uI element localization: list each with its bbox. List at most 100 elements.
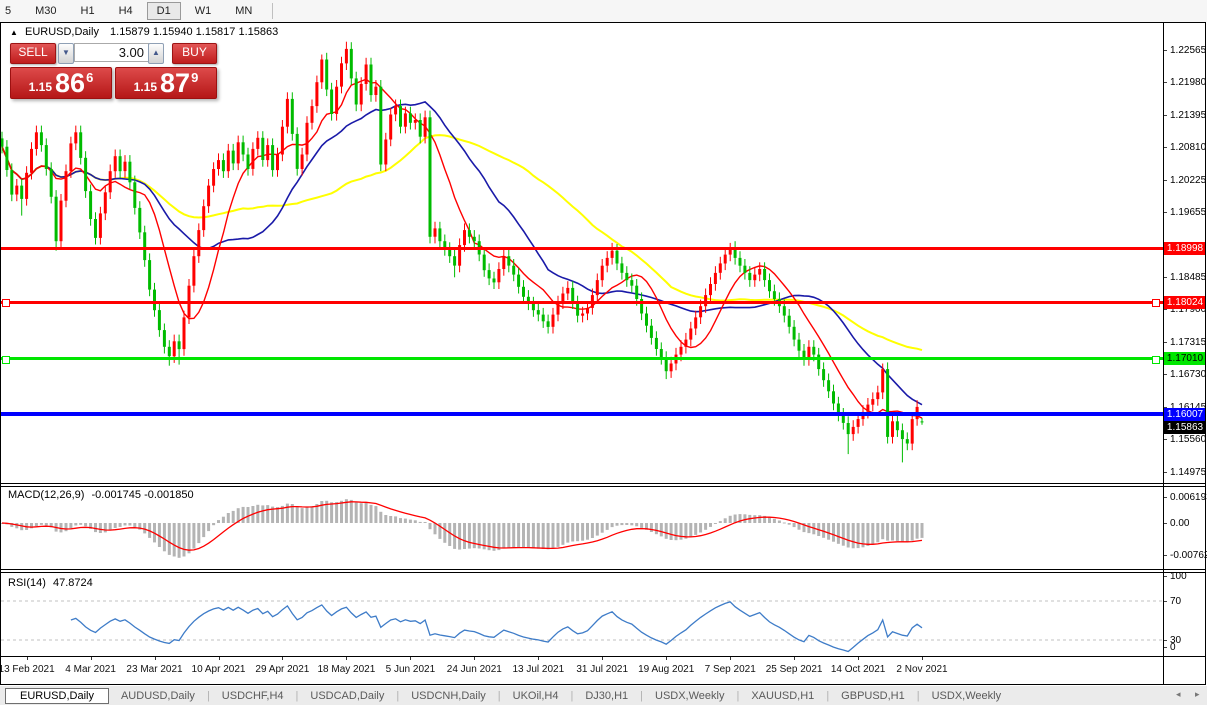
axis-tick-mark [1163,147,1167,149]
tab-separator: | [295,689,299,702]
tab-ukoil-h4[interactable]: UKOil,H4 [512,689,559,702]
trade-amount-input[interactable] [74,43,149,62]
line-drag-handle[interactable] [2,299,10,308]
price-axis-divider [1163,22,1164,685]
tab-scroll-left-button[interactable]: ◂ [1176,689,1181,699]
axis-tick-mark [1163,406,1167,408]
tab-usdx-weekly[interactable]: USDX,Weekly [931,689,1002,702]
axis-tick-mark [1163,374,1167,376]
macd-name: MACD(12,26,9) [8,489,85,501]
time-tick-mark [218,657,220,660]
tab-xauusd-h1[interactable]: XAUUSD,H1 [751,689,815,702]
price-tick-label: 1.20225 [1170,174,1207,186]
price-tick-label: 1.21980 [1170,77,1207,89]
date-label: 31 Jul 2021 [576,664,629,675]
rsi-value: 47.8724 [52,577,93,589]
chart-ohlc-values: 1.15879 1.15940 1.15817 1.15863 [110,26,279,38]
price-tick-label: 1.21395 [1170,109,1207,121]
tab-separator: | [736,689,740,702]
rsi-name: RSI(14) [8,577,46,589]
tab-separator: | [396,689,400,702]
price-tick-label: 1.15560 [1170,434,1207,446]
tab-usdchf-h4[interactable]: USDCHF,H4 [221,689,284,702]
time-tick-mark [410,657,412,660]
chart-symbol-label: EURUSD,Daily [24,26,99,38]
collapse-triangle-icon[interactable]: ▲ [10,28,18,37]
rsi-tick-label: 100 [1170,571,1187,582]
timeframe-button-mn[interactable]: MN [235,5,253,17]
chart-window-right-border [1205,22,1206,685]
price-tick-label: 1.16145 [1170,402,1206,413]
axis-tick-mark [1163,276,1167,278]
buy-price-display[interactable]: 1.15 87 9 [115,67,217,99]
price-badge-1.17010: 1.17010 [1164,352,1206,365]
chart-header: ▲ EURUSD,Daily 1.15879 1.15940 1.15817 1… [10,26,278,38]
price-tick-label: 1.20810 [1170,142,1207,154]
date-label: 4 Mar 2021 [65,664,116,675]
axis-tick-mark [1163,471,1167,473]
sell-price-big-digits: 86 [55,68,86,98]
axis-tick-mark [1163,576,1167,577]
date-label: 29 Apr 2021 [255,664,310,675]
tab-dj30-h1[interactable]: DJ30,H1 [585,689,629,702]
timeframe-button-h1[interactable]: H1 [80,5,95,17]
date-label: 13 Feb 2021 [0,664,55,675]
price-badge-1.16007: 1.16007 [1164,407,1206,421]
tab-usdcad-daily[interactable]: USDCAD,Daily [310,689,385,702]
tab-audusd-daily[interactable]: AUDUSD,Daily [120,689,195,702]
rsi-tick-label: 70 [1170,596,1182,607]
chart-window-bottom-border [0,684,1206,685]
price-tick-label: 1.17315 [1170,336,1207,348]
axis-tick-mark [1163,523,1167,524]
macd-tick-label: 0.006193 [1170,492,1207,504]
time-tick-mark [858,657,860,660]
tab-scroll-right-button[interactable]: ▸ [1195,689,1200,699]
rsi-pane-bottom-border [0,656,1206,657]
axis-tick-mark [1163,601,1167,602]
timeframe-button-m5[interactable]: 5 [5,5,12,17]
sell-button[interactable]: SELL [10,43,56,64]
axis-tick-mark [1163,554,1167,556]
axis-tick-mark [1163,497,1167,499]
timeframe-button-m30[interactable]: M30 [35,5,57,17]
horizontal-line-1.18024[interactable] [0,300,1163,304]
horizontal-line-1.18998[interactable] [0,246,1163,250]
date-label: 7 Sep 2021 [704,664,756,675]
tab-usdx-weekly[interactable]: USDX,Weekly [655,689,725,702]
amount-increase-button[interactable]: ▲ [148,43,164,64]
amount-decrease-button[interactable]: ▼ [58,43,74,64]
date-label: 18 May 2021 [317,664,376,675]
line-drag-handle[interactable] [1152,299,1160,308]
line-drag-handle[interactable] [2,355,10,364]
buy-price-pip-digit: 9 [191,70,199,85]
buy-button[interactable]: BUY [172,43,217,64]
date-label: 19 Aug 2021 [638,664,695,675]
price-badge-1.18024: 1.18024 [1164,295,1206,309]
tab-separator: | [916,689,920,702]
tab-eurusd-daily[interactable]: EURUSD,Daily [5,687,109,704]
price-tick-label: 1.19655 [1170,206,1207,218]
toolbar-separator [272,3,274,19]
sell-price-display[interactable]: 1.15 86 6 [10,67,112,99]
horizontal-line-1.1701[interactable] [0,357,1163,360]
macd-pane-top-border [0,486,1206,487]
timeframe-button-d1[interactable]: D1 [146,2,181,20]
date-label: 14 Oct 2021 [830,664,886,675]
time-tick-mark [346,657,348,660]
timeframe-button-w1[interactable]: W1 [194,5,212,17]
timeframe-button-h4[interactable]: H4 [118,5,133,17]
horizontal-line-1.16007[interactable] [0,412,1163,417]
price-badge-1.15863: 1.15863 [1164,420,1206,434]
tab-usdcnh-daily[interactable]: USDCNH,Daily [411,689,486,702]
tab-gbpusd-h1[interactable]: GBPUSD,H1 [841,689,905,702]
macd-tick-label: -0.007621 [1170,549,1207,561]
time-tick-mark [666,657,668,660]
line-drag-handle[interactable] [1152,355,1160,364]
axis-tick-mark [1163,341,1167,343]
tab-separator: | [826,689,830,702]
axis-tick-mark [1163,309,1167,310]
date-label: 10 Apr 2021 [191,664,246,675]
rsi-indicator-label: RSI(14) 47.8724 [8,577,93,589]
date-label: 23 Mar 2021 [126,664,183,675]
